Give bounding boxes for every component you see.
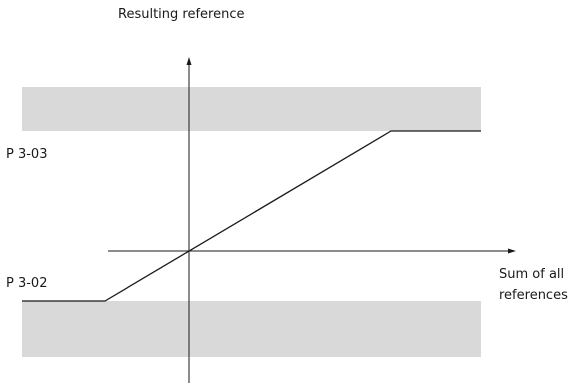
x-axis-label-line1: Sum of all <box>499 267 565 282</box>
x-axis-label-line2: references <box>499 288 568 303</box>
lower-band <box>22 301 481 357</box>
x-axis-arrow <box>508 248 516 254</box>
reference-curve <box>22 130 481 302</box>
x-axis-label: Sum of all references <box>499 264 568 306</box>
upper-band <box>22 87 481 131</box>
min-reference-label: P 3-02 <box>6 276 48 291</box>
y-axis-arrow <box>186 57 192 65</box>
y-axis-label: Resulting reference <box>118 7 245 22</box>
max-reference-label: P 3-03 <box>6 147 48 162</box>
